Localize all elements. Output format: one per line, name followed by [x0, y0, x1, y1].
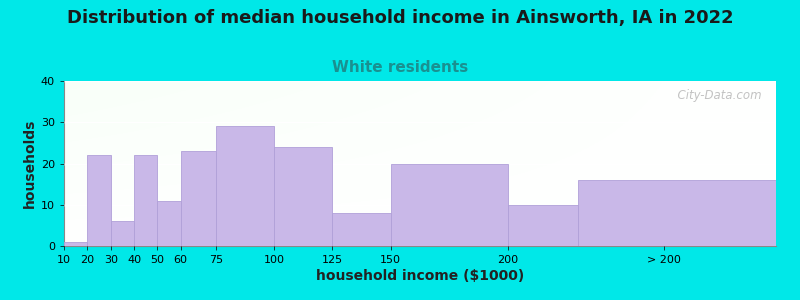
Bar	[391, 164, 507, 246]
Bar	[134, 155, 158, 246]
Bar	[507, 205, 578, 246]
Text: White residents: White residents	[332, 60, 468, 75]
Bar	[274, 147, 333, 246]
Text: City-Data.com: City-Data.com	[670, 89, 762, 102]
Y-axis label: households: households	[22, 119, 37, 208]
Bar	[87, 155, 110, 246]
Bar	[110, 221, 134, 246]
Bar	[578, 180, 776, 246]
Bar	[158, 201, 181, 246]
Bar	[216, 126, 274, 246]
Bar	[181, 151, 216, 246]
Bar	[64, 242, 87, 246]
X-axis label: household income ($1000): household income ($1000)	[316, 269, 524, 283]
Text: Distribution of median household income in Ainsworth, IA in 2022: Distribution of median household income …	[66, 9, 734, 27]
Bar	[333, 213, 391, 246]
